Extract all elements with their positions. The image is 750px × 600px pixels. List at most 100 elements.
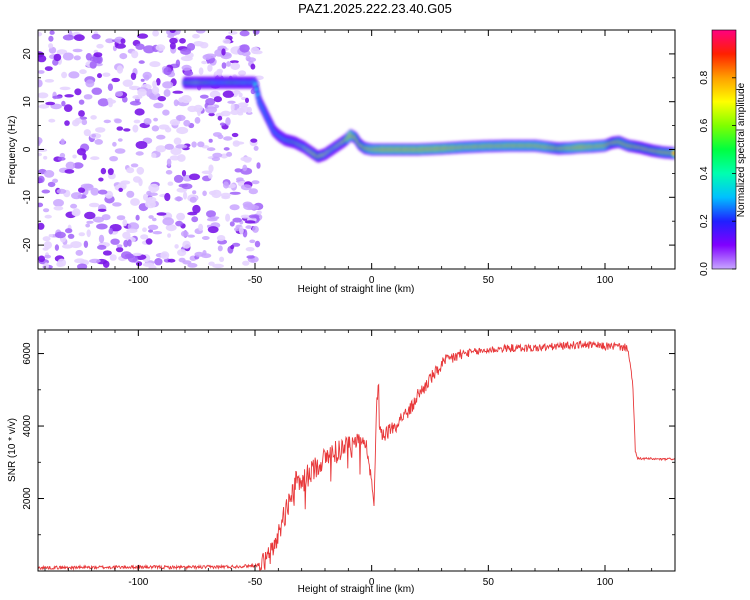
noise-blob bbox=[130, 72, 137, 81]
noise-blob bbox=[88, 202, 100, 208]
spectrogram-x-axis-label: Height of straight line (km) bbox=[298, 284, 415, 295]
noise-blob bbox=[38, 222, 45, 230]
colorbar-tick-label: 0.6 bbox=[699, 118, 710, 132]
x-tick-label: 100 bbox=[597, 577, 614, 588]
noise-blob bbox=[135, 214, 140, 221]
noise-blob bbox=[43, 241, 53, 250]
noise-blob bbox=[152, 30, 160, 37]
colorbar-frame bbox=[711, 29, 737, 270]
noise-blob bbox=[91, 33, 101, 40]
noise-blob bbox=[237, 102, 249, 108]
noise-blob bbox=[217, 245, 223, 252]
noise-blob bbox=[253, 145, 259, 151]
noise-blob bbox=[174, 196, 183, 202]
x-tick-label: -50 bbox=[248, 275, 263, 286]
noise-blob bbox=[206, 147, 216, 152]
noise-blob bbox=[208, 164, 214, 173]
noise-blob bbox=[52, 95, 63, 99]
noise-blob bbox=[90, 187, 100, 196]
noise-blob bbox=[178, 183, 188, 188]
noise-blob bbox=[140, 78, 145, 82]
noise-blob bbox=[126, 190, 135, 198]
noise-blob bbox=[212, 263, 225, 269]
noise-blob bbox=[43, 170, 55, 178]
noise-blob bbox=[57, 258, 67, 267]
noise-blob bbox=[164, 192, 171, 202]
noise-blob bbox=[93, 52, 103, 58]
noise-blob bbox=[76, 148, 86, 156]
noise-blob bbox=[137, 33, 149, 39]
noise-blob bbox=[145, 200, 156, 209]
noise-blob bbox=[164, 126, 172, 133]
noise-blob bbox=[223, 136, 233, 141]
noise-blob bbox=[213, 96, 222, 103]
noise-blob bbox=[229, 191, 241, 195]
noise-blob bbox=[143, 118, 152, 125]
x-tick-label: -100 bbox=[128, 577, 148, 588]
noise-blob bbox=[97, 208, 107, 212]
noise-blob bbox=[187, 263, 198, 268]
noise-blob bbox=[252, 225, 259, 233]
noise-blob bbox=[149, 61, 161, 68]
ridge-core bbox=[672, 151, 675, 156]
noise-blob bbox=[252, 30, 260, 35]
noise-blob bbox=[105, 38, 114, 44]
noise-blob bbox=[256, 162, 261, 169]
noise-blob bbox=[162, 217, 174, 226]
noise-blob bbox=[53, 53, 62, 62]
noise-blob bbox=[198, 67, 204, 75]
noise-blob bbox=[244, 220, 256, 224]
noise-blob bbox=[198, 223, 204, 231]
noise-blob bbox=[191, 141, 197, 148]
noise-blob bbox=[98, 177, 104, 182]
noise-blob bbox=[241, 96, 247, 101]
noise-blob bbox=[90, 115, 97, 120]
noise-blob bbox=[44, 79, 55, 83]
noise-blob bbox=[42, 236, 51, 242]
noise-blob bbox=[165, 213, 172, 218]
noise-blob bbox=[148, 183, 160, 193]
noise-blob bbox=[56, 188, 67, 194]
noise-blob bbox=[133, 119, 141, 124]
noise-blob bbox=[180, 48, 192, 55]
noise-blob bbox=[233, 141, 245, 145]
noise-blob bbox=[83, 129, 91, 137]
noise-blob bbox=[226, 61, 231, 67]
noise-blob bbox=[189, 196, 197, 203]
noise-blob bbox=[208, 190, 217, 196]
noise-blob bbox=[195, 30, 206, 34]
noise-blob bbox=[202, 190, 207, 197]
noise-blob bbox=[177, 249, 187, 257]
noise-blob bbox=[85, 79, 95, 88]
noise-blob bbox=[239, 226, 244, 235]
noise-blob bbox=[116, 65, 124, 74]
noise-blob bbox=[78, 110, 85, 117]
noise-blob bbox=[130, 163, 139, 168]
noise-blob bbox=[248, 188, 258, 195]
colorbar-gradient bbox=[712, 30, 736, 269]
noise-blob bbox=[151, 86, 160, 95]
x-tick-label: -100 bbox=[128, 275, 148, 286]
noise-blob bbox=[78, 232, 86, 237]
noise-blob bbox=[72, 119, 80, 127]
noise-blob bbox=[54, 231, 66, 239]
y-tick-label: -20 bbox=[22, 237, 33, 252]
noise-blob bbox=[103, 119, 112, 124]
noise-blob bbox=[59, 86, 71, 91]
noise-blob bbox=[222, 90, 235, 98]
noise-blob bbox=[173, 174, 184, 183]
noise-blob bbox=[232, 90, 241, 95]
noise-blob bbox=[247, 204, 260, 210]
noise-blob bbox=[135, 151, 144, 156]
noise-blob bbox=[111, 77, 120, 83]
noise-blob bbox=[102, 260, 110, 268]
noise-blob bbox=[126, 167, 135, 174]
colorbar-tick-label: 0.8 bbox=[699, 70, 710, 84]
noise-blob bbox=[127, 222, 140, 231]
noise-blob bbox=[217, 115, 223, 121]
noise-blob bbox=[64, 120, 70, 126]
noise-blob bbox=[173, 99, 179, 107]
noise-blob bbox=[239, 44, 250, 53]
noise-blob bbox=[156, 78, 161, 86]
noise-blob bbox=[86, 220, 94, 224]
